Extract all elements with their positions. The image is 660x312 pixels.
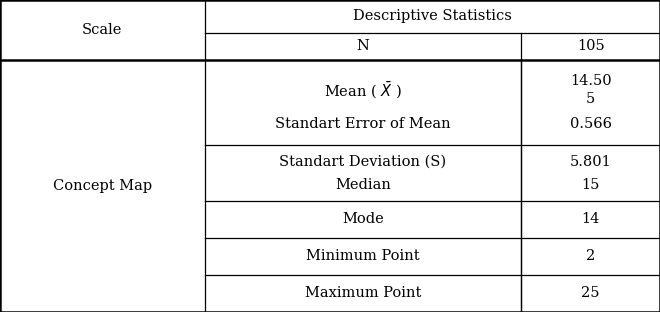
Text: Scale: Scale — [82, 23, 123, 37]
Text: 14: 14 — [581, 212, 600, 226]
Text: Median: Median — [335, 178, 391, 192]
Text: Concept Map: Concept Map — [53, 179, 152, 193]
Text: Maximum Point: Maximum Point — [305, 286, 421, 300]
Text: Mode: Mode — [342, 212, 384, 226]
Text: 14.50: 14.50 — [570, 74, 612, 88]
Text: N: N — [356, 39, 370, 53]
Text: 5: 5 — [586, 92, 595, 106]
Text: 25: 25 — [581, 286, 600, 300]
Text: 5.801: 5.801 — [570, 154, 612, 168]
Text: 2: 2 — [586, 249, 595, 263]
Text: Standart Error of Mean: Standart Error of Mean — [275, 117, 451, 131]
Text: Minimum Point: Minimum Point — [306, 249, 420, 263]
Text: Descriptive Statistics: Descriptive Statistics — [353, 9, 512, 23]
Text: 105: 105 — [577, 39, 605, 53]
Text: Standart Deviation (S): Standart Deviation (S) — [279, 154, 447, 168]
Text: 0.566: 0.566 — [570, 117, 612, 131]
Text: 15: 15 — [581, 178, 600, 192]
Text: Mean ( $\bar{X}$ ): Mean ( $\bar{X}$ ) — [324, 79, 402, 100]
